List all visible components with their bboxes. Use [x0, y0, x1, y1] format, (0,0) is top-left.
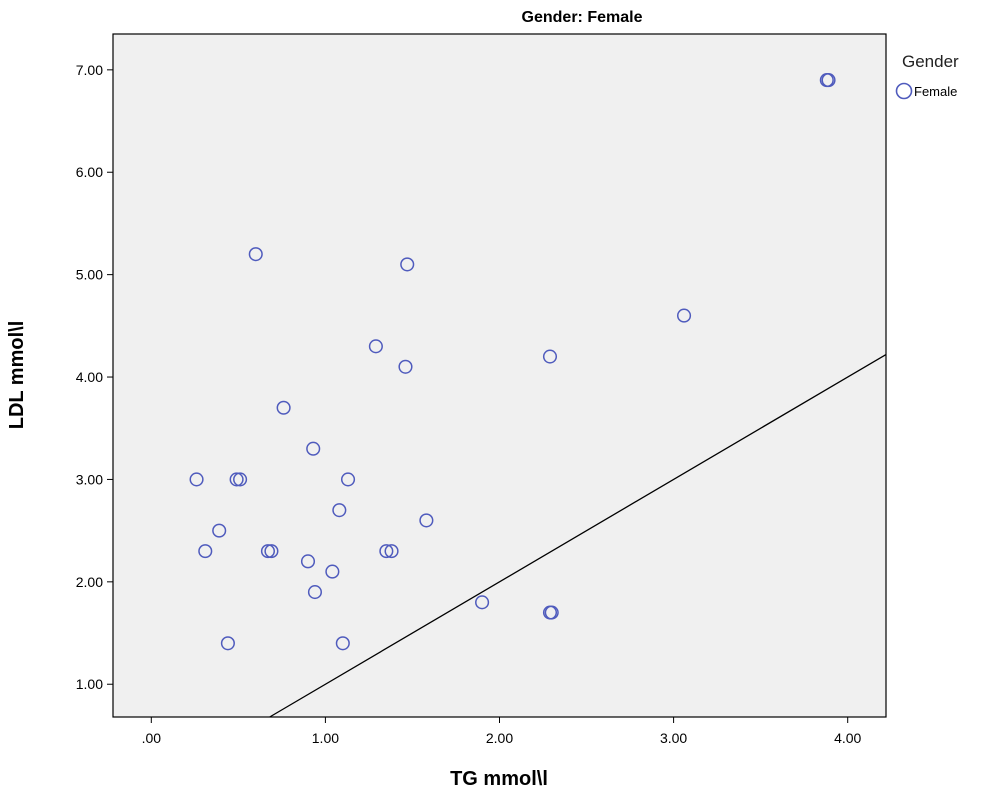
data-point: [220, 636, 235, 651]
legend-marker: [895, 82, 913, 100]
x-axis: .00 1.00 2.00 3.00 4.00: [142, 717, 862, 746]
data-point: [233, 472, 248, 487]
legend-label: Female: [914, 84, 957, 99]
data-point: [398, 359, 413, 374]
y-tick-label: 5.00: [76, 267, 103, 283]
data-point: [419, 513, 434, 528]
data-point: [212, 523, 227, 538]
data-points: [189, 73, 836, 651]
data-point: [189, 472, 204, 487]
data-point: [544, 605, 559, 620]
data-point: [384, 544, 399, 559]
data-point: [307, 585, 323, 600]
reference-line-group: [269, 353, 887, 718]
data-point: [379, 544, 394, 559]
reference-line: [269, 353, 887, 718]
data-point: [325, 564, 340, 579]
data-point: [400, 257, 415, 272]
data-point: [229, 472, 244, 487]
data-point: [821, 73, 836, 88]
data-point: [335, 636, 350, 651]
y-tick-label: 2.00: [76, 574, 103, 590]
chart-title: Gender: Female: [522, 9, 643, 26]
y-tick-label: 1.00: [76, 676, 103, 692]
y-tick-label: 4.00: [76, 369, 103, 385]
y-tick-label: 7.00: [76, 62, 103, 78]
data-point: [332, 503, 347, 518]
data-point: [248, 247, 263, 262]
y-tick-label: 6.00: [76, 164, 103, 180]
data-point: [542, 349, 558, 364]
data-point: [676, 308, 692, 323]
x-tick-label: 1.00: [312, 730, 339, 746]
data-point: [340, 472, 356, 487]
data-point: [306, 441, 321, 456]
y-tick-label: 3.00: [76, 471, 103, 487]
x-axis-title: TG mmol\l: [450, 768, 548, 790]
data-point: [198, 544, 213, 559]
y-axis: 1.00 2.00 3.00 4.00 5.00 6.00 7.00: [76, 62, 113, 692]
x-tick-label: 3.00: [660, 730, 687, 746]
data-point: [276, 400, 291, 415]
data-point: [300, 554, 316, 569]
x-tick-label: 4.00: [834, 730, 861, 746]
data-point: [264, 544, 279, 559]
x-tick-label: .00: [142, 730, 162, 746]
legend-title: Gender: [902, 52, 959, 71]
data-point: [368, 339, 383, 354]
y-axis-title: LDL mmol\l: [6, 321, 28, 430]
data-point: [260, 544, 275, 559]
x-tick-label: 2.00: [486, 730, 513, 746]
data-point: [475, 595, 490, 610]
plot-area: [112, 33, 887, 718]
